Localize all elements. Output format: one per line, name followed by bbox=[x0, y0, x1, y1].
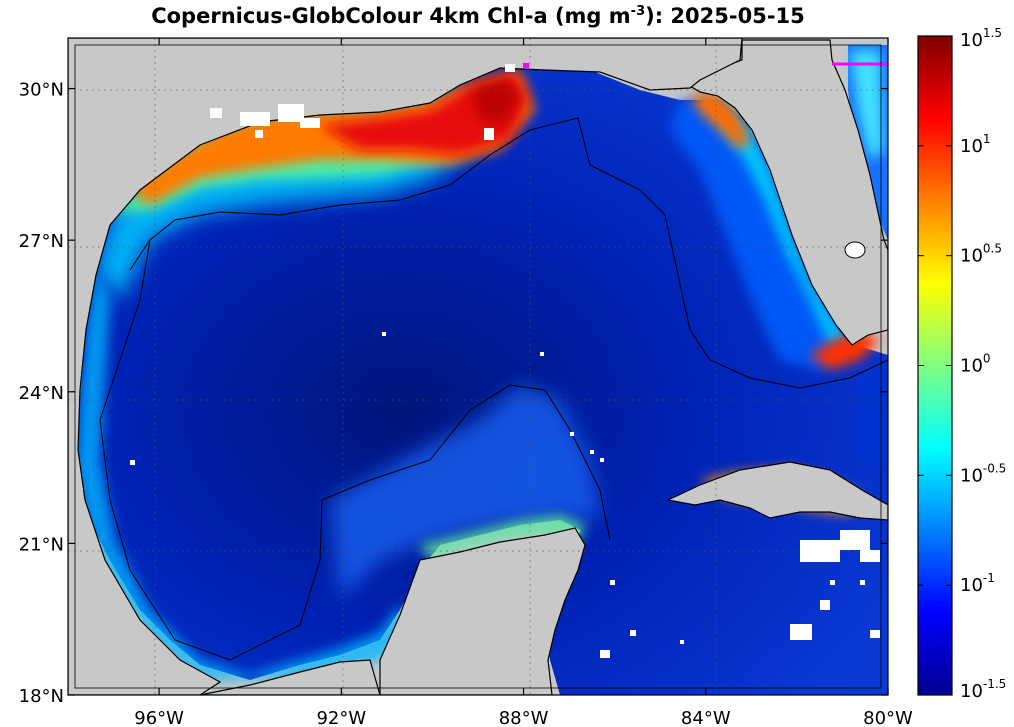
yucatan-coast-green bbox=[420, 515, 585, 560]
lon-tick-label: 92°W bbox=[316, 708, 366, 727]
title-superscript: -3 bbox=[630, 4, 646, 19]
title-prefix: Copernicus-GlobColour 4km Chl-a (mg m bbox=[151, 4, 631, 28]
florida-bigbend-bloom bbox=[690, 92, 750, 150]
magenta-marker bbox=[523, 63, 529, 68]
gridlines bbox=[68, 38, 888, 695]
map-frame bbox=[67, 37, 889, 696]
no-data-patches bbox=[130, 64, 880, 658]
eez-boundary-mexico bbox=[99, 239, 611, 661]
lat-tick-label: 18°N bbox=[19, 686, 64, 707]
lat-tick-label: 30°N bbox=[19, 80, 64, 101]
eez-boundary-us bbox=[129, 117, 888, 389]
atlantic-coast-cyan bbox=[850, 50, 884, 160]
latitude-labels: 18°N 21°N 24°N 27°N 30°N bbox=[19, 80, 64, 707]
lat-tick-label: 27°N bbox=[19, 231, 64, 252]
map-title: Copernicus-GlobColour 4km Chl-a (mg m-3)… bbox=[68, 2, 888, 30]
louisiana-coast-bloom bbox=[130, 70, 535, 205]
lat-tick-label: 24°N bbox=[19, 383, 64, 404]
lat-tick-label: 21°N bbox=[19, 534, 64, 555]
bahamas-waters bbox=[860, 370, 888, 470]
lon-tick-label: 96°W bbox=[134, 708, 184, 727]
lake-okeechobee bbox=[844, 241, 866, 259]
axis-tick-marks bbox=[68, 38, 889, 696]
mexico-west-land bbox=[68, 38, 743, 695]
lon-tick-label: 80°W bbox=[863, 708, 913, 727]
florida-shelf bbox=[670, 100, 855, 370]
western-shelf bbox=[76, 270, 410, 680]
title-suffix: ): 2025-05-15 bbox=[645, 4, 805, 28]
lon-tick-label: 88°W bbox=[499, 708, 549, 727]
lon-tick-label: 84°W bbox=[681, 708, 731, 727]
yucatan-shelf bbox=[330, 385, 600, 600]
yucatan-peninsula bbox=[379, 527, 586, 695]
map-frame-inner bbox=[74, 44, 882, 689]
map-area bbox=[68, 38, 888, 695]
central-america-south bbox=[199, 659, 381, 695]
cuba-island bbox=[666, 461, 888, 521]
ocean-base bbox=[76, 66, 888, 695]
florida-keys-bloom bbox=[810, 330, 880, 370]
longitude-labels: 96°W 92°W 88°W 84°W 80°W bbox=[134, 708, 913, 727]
